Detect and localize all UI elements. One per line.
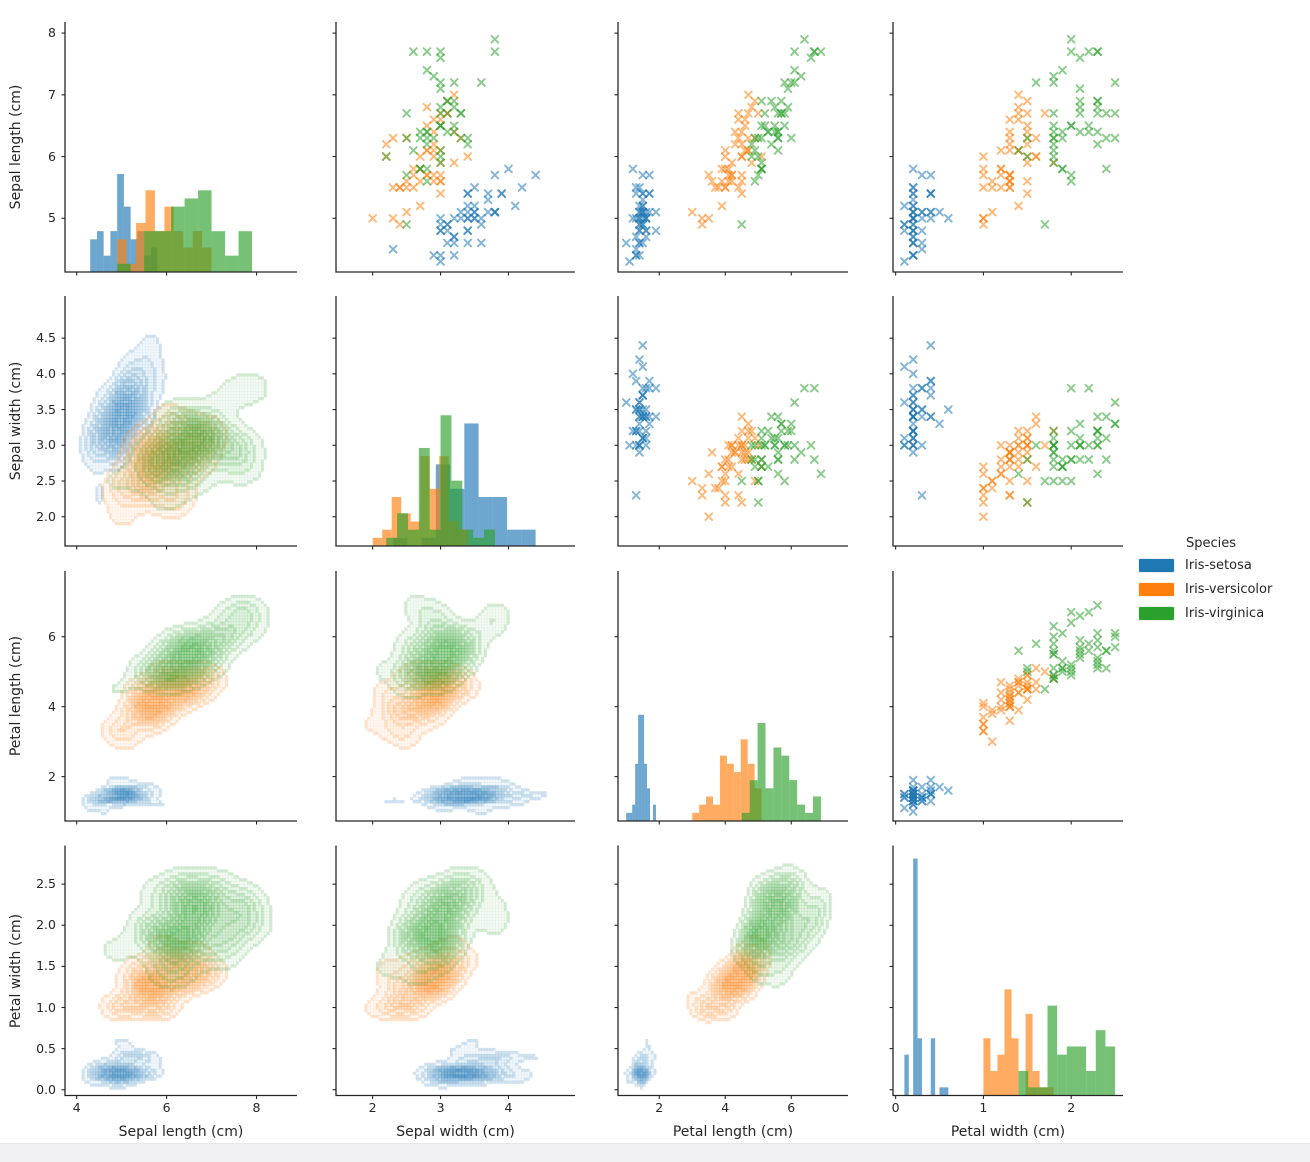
tick-label: 2 [368,1100,377,1115]
tick-label: 3 [436,1100,445,1115]
y-axis-label-petal-length: Petal length (cm) [8,635,24,757]
tick-label: 3.0 [36,437,56,453]
tick-label: 7 [48,86,56,102]
y-axis-label-sepal-length: Sepal length (cm) [8,84,24,210]
virginica-color-swatch [1138,605,1175,621]
legend-label-virginica: Iris-virginica [1185,605,1265,621]
legend-item-virginica: Iris-virginica [1138,605,1272,621]
tick-label: 2 [1067,1100,1076,1115]
setosa-color-swatch [1138,557,1175,573]
tick-label: 4 [48,698,56,714]
x-axis-label-petal-width: Petal width (cm) [950,1124,1066,1140]
legend-label-setosa: Iris-setosa [1185,557,1252,573]
tick-label: 2 [48,768,56,784]
tick-label: 2.5 [36,473,56,488]
x-axis-label-sepal-width: Sepal width (cm) [396,1124,515,1140]
tick-label: 0.5 [36,1040,56,1056]
x-axis-label-sepal-length: Sepal length (cm) [118,1124,244,1140]
tick-label: 2.5 [36,876,56,892]
legend-item-setosa: Iris-setosa [1138,557,1272,573]
tick-label: 8 [252,1100,261,1115]
tick-label: 6 [48,148,56,164]
tick-label: 5 [48,210,56,226]
tick-label: 2.0 [36,508,56,524]
tick-label: 0.0 [36,1081,56,1097]
legend-item-versicolor: Iris-versicolor [1138,581,1273,597]
tick-label: 4.0 [36,365,56,381]
tick-label: 8 [48,25,56,41]
legend: Species Iris-setosa Iris-versicolor Iris… [1138,536,1272,630]
tick-label: 1.5 [36,958,56,974]
y-axis-label-sepal-width: Sepal width (cm) [8,361,24,481]
tick-label: 6 [48,628,56,644]
tick-label: 1 [979,1100,988,1115]
tick-label: 1.0 [36,999,56,1015]
tick-label: 6 [787,1100,796,1115]
legend-title: Species [1186,536,1237,551]
tick-label: 4.5 [36,330,56,346]
x-axis-label-petal-length: Petal length (cm) [672,1124,794,1140]
tick-label: 4 [72,1100,81,1115]
tick-label: 4 [721,1100,730,1115]
versicolor-color-swatch [1138,581,1175,597]
footer-strip [0,1143,1310,1162]
tick-label: 3.5 [36,401,56,417]
tick-label: 4 [504,1100,513,1115]
tick-label: 0 [891,1100,900,1115]
y-axis-label-petal-width: Petal width (cm) [8,913,24,1028]
tick-label: 2.0 [36,917,56,933]
legend-label-versicolor: Iris-versicolor [1185,581,1273,597]
tick-label: 2 [655,1100,664,1115]
tick-label: 6 [162,1100,171,1115]
